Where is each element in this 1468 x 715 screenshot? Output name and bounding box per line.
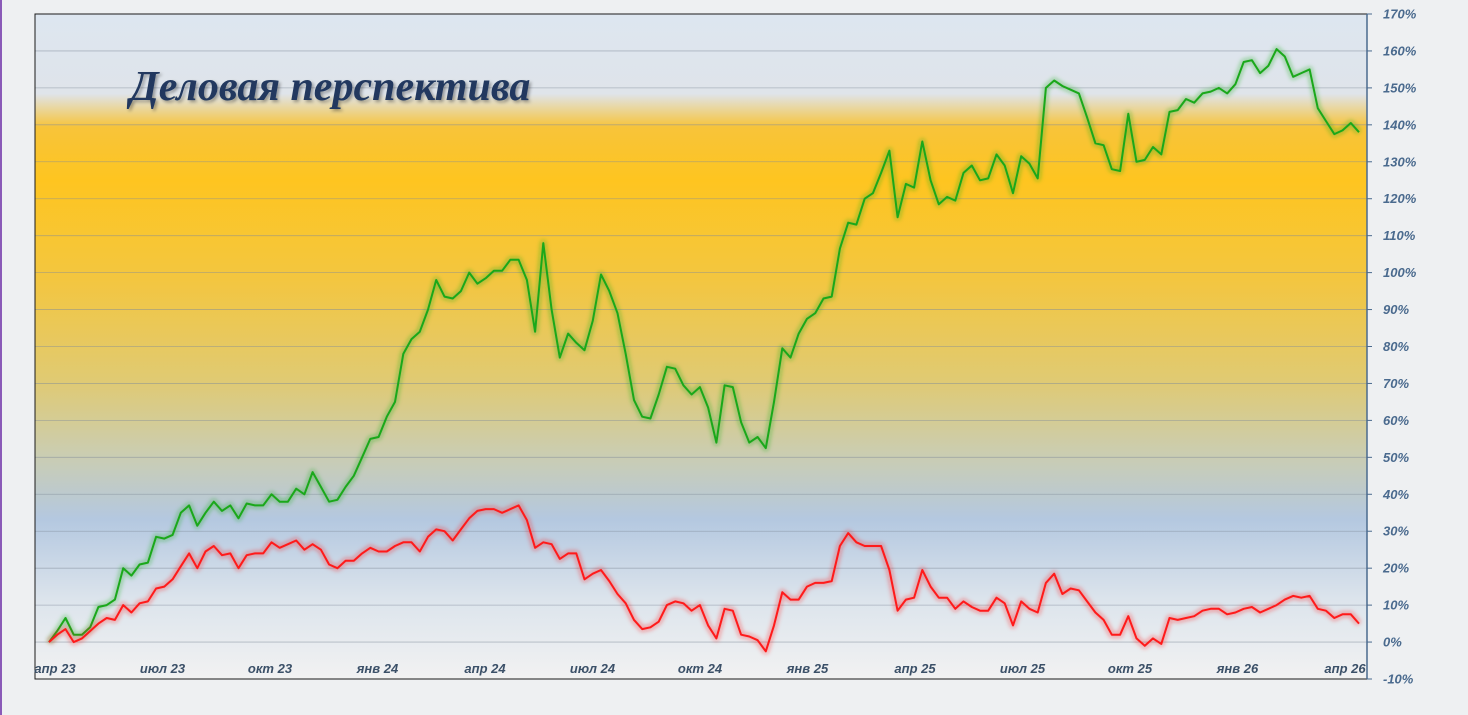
y-tick-label: 10% [1383, 598, 1409, 613]
y-tick-label: 130% [1383, 154, 1417, 169]
y-tick-label: 60% [1383, 413, 1409, 428]
y-tick-label: 110% [1383, 228, 1416, 243]
series-layer [46, 46, 1362, 655]
y-tick-label: 40% [1382, 487, 1409, 502]
y-axis-ticks: 170% 160% 150% 140% 130% 120% 110% 100% 90% 80% 70… [1367, 7, 1417, 687]
y-tick-label: 70% [1383, 376, 1409, 391]
y-tick-label: 150% [1383, 80, 1417, 95]
x-tick-label: апр 25 [894, 661, 936, 676]
y-tick-label: -10% [1383, 672, 1414, 687]
y-tick-label: 160% [1383, 43, 1417, 58]
x-tick-label: июл 25 [1000, 661, 1046, 676]
y-tick-label: 0% [1383, 635, 1402, 650]
x-tick-label: апр 26 [1324, 661, 1366, 676]
y-tick-label: 140% [1383, 117, 1417, 132]
x-tick-label: июл 23 [140, 661, 186, 676]
series-1-line [48, 504, 1360, 653]
x-tick-label: янв 26 [1216, 661, 1259, 676]
x-tick-label: апр 23 [34, 661, 76, 676]
x-axis-ticks: апр 23 июл 23 окт 23 янв 24 апр 24 июл 24 окт … [34, 661, 1366, 676]
y-tick-label: 100% [1383, 265, 1417, 280]
y-tick-label: 90% [1383, 302, 1409, 317]
x-tick-label: янв 24 [356, 661, 399, 676]
y-tick-label: 20% [1382, 561, 1409, 576]
y-tick-label: 50% [1383, 450, 1409, 465]
x-tick-label: окт 24 [678, 661, 723, 676]
x-tick-label: июл 24 [570, 661, 616, 676]
x-tick-label: апр 24 [464, 661, 506, 676]
chart-title: Деловая перспектива [126, 64, 530, 110]
x-tick-label: окт 25 [1108, 661, 1153, 676]
x-tick-label: окт 23 [248, 661, 293, 676]
y-tick-label: 80% [1383, 339, 1409, 354]
series-0-line [48, 48, 1360, 643]
y-tick-label: 30% [1383, 524, 1409, 539]
y-tick-label: 120% [1383, 191, 1417, 206]
y-tick-label: 170% [1383, 7, 1417, 22]
left-border [0, 0, 2, 715]
x-tick-label: янв 25 [786, 661, 829, 676]
